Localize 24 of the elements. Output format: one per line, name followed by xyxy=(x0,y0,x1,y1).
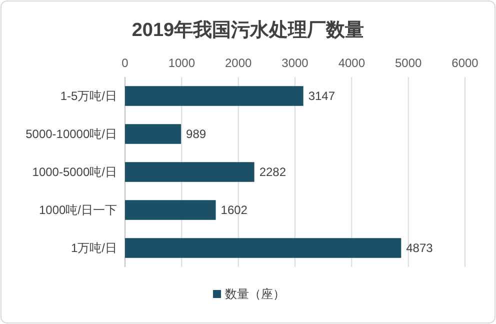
data-label: 989 xyxy=(186,127,206,141)
bar xyxy=(125,86,304,106)
x-tick-label: 6000 xyxy=(452,56,479,70)
x-tick-label: 4000 xyxy=(338,56,366,70)
bar xyxy=(125,124,182,144)
x-tick-label: 3000 xyxy=(282,56,309,70)
data-label: 2282 xyxy=(259,165,286,179)
y-tick-label: 1000-5000吨/日 xyxy=(32,165,117,179)
x-tick-label: 2000 xyxy=(224,56,252,70)
chart-title: 2019年我国污水处理厂数量 xyxy=(132,19,364,41)
bar xyxy=(125,200,216,220)
y-tick-label: 5000-10000吨/日 xyxy=(26,127,117,141)
data-label: 1602 xyxy=(220,203,248,217)
data-label: 4873 xyxy=(406,241,434,255)
y-tick-label: 1-5万吨/日 xyxy=(60,89,117,103)
bar xyxy=(125,238,402,258)
x-tick-label: 5000 xyxy=(394,56,422,70)
bar xyxy=(125,162,254,182)
data-label: 3147 xyxy=(308,89,336,103)
x-tick-label: 1000 xyxy=(168,56,196,70)
y-tick-label: 1万吨/日 xyxy=(70,241,117,255)
y-tick-label: 1000吨/日一下 xyxy=(38,203,117,217)
legend-label: 数量（座） xyxy=(225,287,285,301)
x-tick-label: 0 xyxy=(122,56,129,70)
